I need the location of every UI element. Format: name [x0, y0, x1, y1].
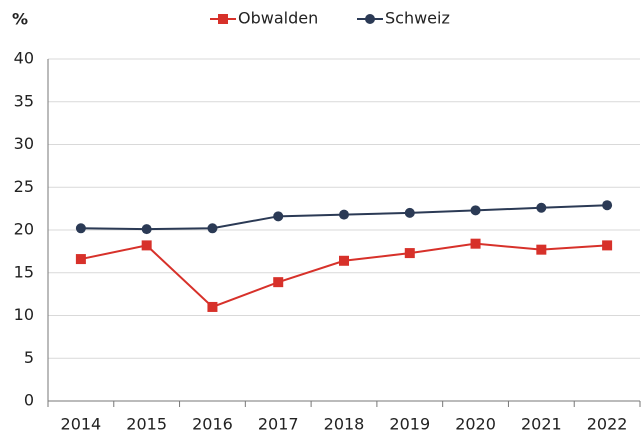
- y-tick-label: 40: [14, 49, 34, 68]
- x-tick-label: 2014: [61, 415, 102, 434]
- x-tick-label: 2018: [324, 415, 365, 434]
- marker: [536, 244, 547, 255]
- x-tick-label: 2021: [521, 415, 562, 434]
- y-tick-label: 10: [14, 305, 34, 324]
- marker: [141, 224, 152, 235]
- marker: [404, 207, 415, 218]
- marker: [141, 240, 152, 251]
- y-tick-label: 5: [24, 348, 34, 367]
- y-tick-label: 0: [24, 391, 34, 410]
- y-tick-label: 30: [14, 134, 34, 153]
- marker: [75, 254, 86, 265]
- legend-label: Schweiz: [385, 9, 450, 28]
- y-tick-label: 35: [14, 91, 34, 110]
- marker: [536, 202, 547, 213]
- legend-label: Obwalden: [238, 9, 318, 28]
- marker: [602, 240, 613, 251]
- legend-marker: [365, 14, 375, 24]
- marker: [470, 238, 481, 249]
- y-tick-label: 25: [14, 177, 34, 196]
- marker: [207, 223, 218, 234]
- y-tick-label: 15: [14, 262, 34, 281]
- marker: [207, 301, 218, 312]
- legend-marker: [218, 14, 228, 24]
- marker: [339, 255, 349, 266]
- x-tick-label: 2022: [587, 415, 628, 434]
- marker: [602, 200, 613, 211]
- marker: [273, 277, 284, 288]
- marker: [339, 209, 349, 220]
- y-axis-label: %: [12, 10, 28, 29]
- marker: [273, 211, 284, 222]
- y-tick-label: 20: [14, 220, 34, 239]
- x-tick-label: 2020: [455, 415, 496, 434]
- x-tick-label: 2015: [126, 415, 167, 434]
- x-tick-label: 2017: [258, 415, 299, 434]
- x-tick-label: 2016: [192, 415, 233, 434]
- x-tick-label: 2019: [389, 415, 430, 434]
- marker: [404, 248, 415, 259]
- marker: [470, 205, 481, 216]
- marker: [75, 223, 86, 234]
- series-line: [80, 242, 608, 309]
